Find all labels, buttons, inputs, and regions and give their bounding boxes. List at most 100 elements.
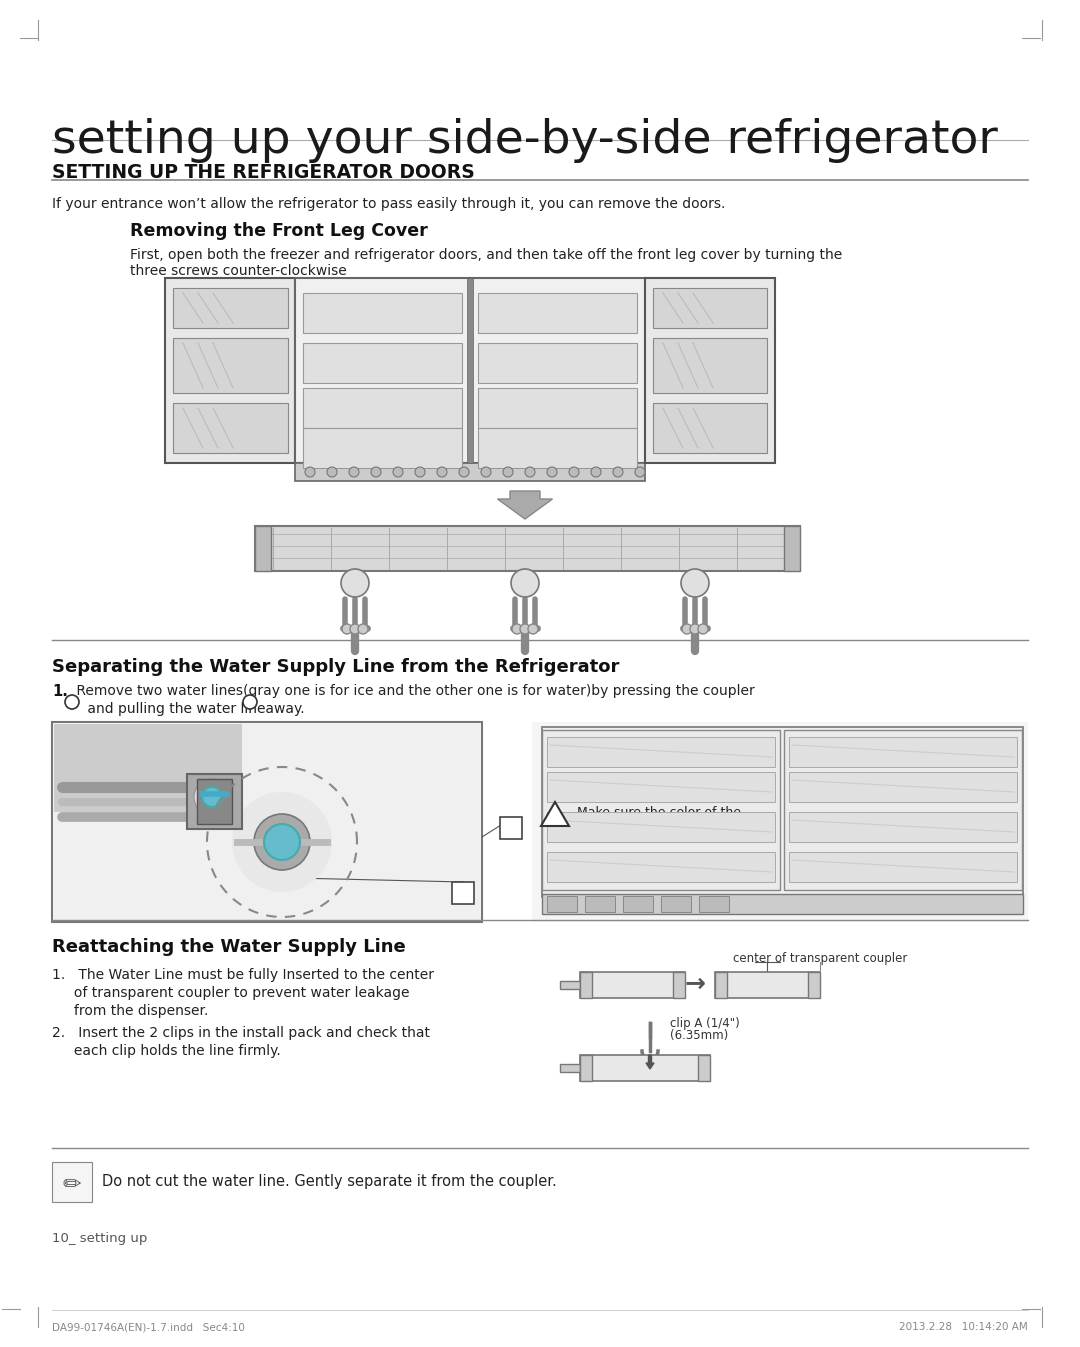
Circle shape: [202, 787, 222, 807]
Text: each clip holds the line firmly.: each clip holds the line firmly.: [52, 1044, 281, 1057]
Circle shape: [511, 568, 539, 597]
Bar: [173, 338, 288, 393]
Bar: [255, 525, 271, 571]
Circle shape: [349, 467, 359, 477]
Bar: [580, 973, 685, 998]
Text: 1: 1: [69, 700, 76, 710]
Bar: [623, 896, 653, 912]
Text: clip A (1/4"): clip A (1/4"): [670, 1017, 740, 1030]
Text: center of transparent coupler: center of transparent coupler: [733, 952, 907, 964]
Bar: [789, 853, 1017, 882]
Bar: [789, 812, 1017, 842]
Text: First, open both the freezer and refrigerator doors, and then take off the front: First, open both the freezer and refrige…: [130, 248, 842, 279]
Circle shape: [232, 792, 332, 892]
Text: Do not cut the water line. Gently separate it from the coupler.: Do not cut the water line. Gently separa…: [102, 1175, 557, 1189]
Polygon shape: [165, 277, 295, 463]
Bar: [478, 343, 637, 383]
Circle shape: [525, 467, 535, 477]
Text: Reattaching the Water Supply Line: Reattaching the Water Supply Line: [52, 938, 406, 956]
Bar: [478, 294, 637, 333]
Text: 2.   Insert the 2 clips in the install pack and check that: 2. Insert the 2 clips in the install pac…: [52, 1026, 430, 1040]
Bar: [561, 981, 580, 989]
Text: (6.35mm): (6.35mm): [670, 1029, 728, 1043]
Text: 2: 2: [247, 700, 253, 710]
Bar: [255, 525, 800, 571]
Bar: [500, 818, 522, 839]
Circle shape: [243, 695, 257, 709]
Circle shape: [681, 568, 708, 597]
Text: 1.   The Water Line must be fully Inserted to the center: 1. The Water Line must be fully Inserted…: [52, 968, 434, 982]
Bar: [546, 853, 775, 882]
Circle shape: [569, 467, 579, 477]
Circle shape: [512, 624, 522, 634]
Bar: [653, 403, 767, 453]
Text: from the dispenser.: from the dispenser.: [52, 1004, 208, 1018]
Circle shape: [528, 624, 538, 634]
Text: Make sure the color of the
water lines match.: Make sure the color of the water lines m…: [577, 806, 741, 834]
Text: Separating the Water Supply Line from the Refrigerator: Separating the Water Supply Line from th…: [52, 657, 619, 676]
Circle shape: [341, 568, 369, 597]
Bar: [165, 277, 885, 498]
Text: 2: 2: [459, 889, 467, 901]
Circle shape: [591, 467, 600, 477]
Circle shape: [503, 467, 513, 477]
Bar: [453, 882, 474, 904]
Text: DA99-01746A(EN)-1.7.indd   Sec4:10: DA99-01746A(EN)-1.7.indd Sec4:10: [52, 1321, 245, 1332]
Text: !: !: [552, 812, 558, 826]
Bar: [542, 730, 780, 890]
Circle shape: [65, 695, 79, 709]
Bar: [580, 1055, 710, 1082]
Bar: [561, 1064, 580, 1072]
Text: Remove two water lines(gray one is for ice and the other one is for water)by pre: Remove two water lines(gray one is for i…: [72, 684, 755, 698]
Bar: [715, 973, 820, 998]
Circle shape: [264, 824, 300, 859]
Circle shape: [393, 467, 403, 477]
Text: 1: 1: [508, 823, 515, 836]
Circle shape: [194, 779, 230, 815]
Bar: [173, 403, 288, 453]
Bar: [699, 896, 729, 912]
Bar: [467, 277, 473, 463]
Bar: [784, 525, 800, 571]
Bar: [580, 1055, 592, 1082]
Bar: [197, 779, 232, 824]
Bar: [661, 896, 691, 912]
Circle shape: [635, 467, 645, 477]
Text: ✏: ✏: [63, 1175, 81, 1195]
Text: away.: away.: [261, 702, 305, 717]
Bar: [715, 973, 727, 998]
Bar: [295, 463, 645, 481]
Circle shape: [254, 814, 310, 870]
Circle shape: [459, 467, 469, 477]
Bar: [52, 1162, 92, 1202]
Bar: [187, 775, 242, 828]
Circle shape: [415, 467, 426, 477]
Circle shape: [519, 624, 530, 634]
Circle shape: [327, 467, 337, 477]
Text: Removing the Front Leg Cover: Removing the Front Leg Cover: [130, 222, 428, 240]
Bar: [470, 277, 645, 463]
Bar: [303, 294, 462, 333]
Circle shape: [481, 467, 491, 477]
Circle shape: [372, 467, 381, 477]
Bar: [303, 428, 462, 467]
Bar: [478, 428, 637, 467]
Bar: [673, 973, 685, 998]
Text: SETTING UP THE REFRIGERATOR DOORS: SETTING UP THE REFRIGERATOR DOORS: [52, 163, 475, 182]
Polygon shape: [541, 801, 569, 826]
FancyArrow shape: [646, 1055, 654, 1070]
Bar: [789, 737, 1017, 766]
Bar: [580, 973, 592, 998]
Circle shape: [437, 467, 447, 477]
Bar: [542, 894, 1023, 915]
Bar: [653, 338, 767, 393]
Text: →: →: [685, 973, 705, 995]
Circle shape: [350, 624, 360, 634]
Bar: [542, 727, 1023, 897]
Bar: [645, 277, 775, 463]
Bar: [789, 772, 1017, 801]
Text: 1.: 1.: [52, 684, 68, 699]
Text: If your entrance won’t allow the refrigerator to pass easily through it, you can: If your entrance won’t allow the refrige…: [52, 197, 726, 211]
Bar: [295, 277, 470, 463]
Circle shape: [690, 624, 700, 634]
